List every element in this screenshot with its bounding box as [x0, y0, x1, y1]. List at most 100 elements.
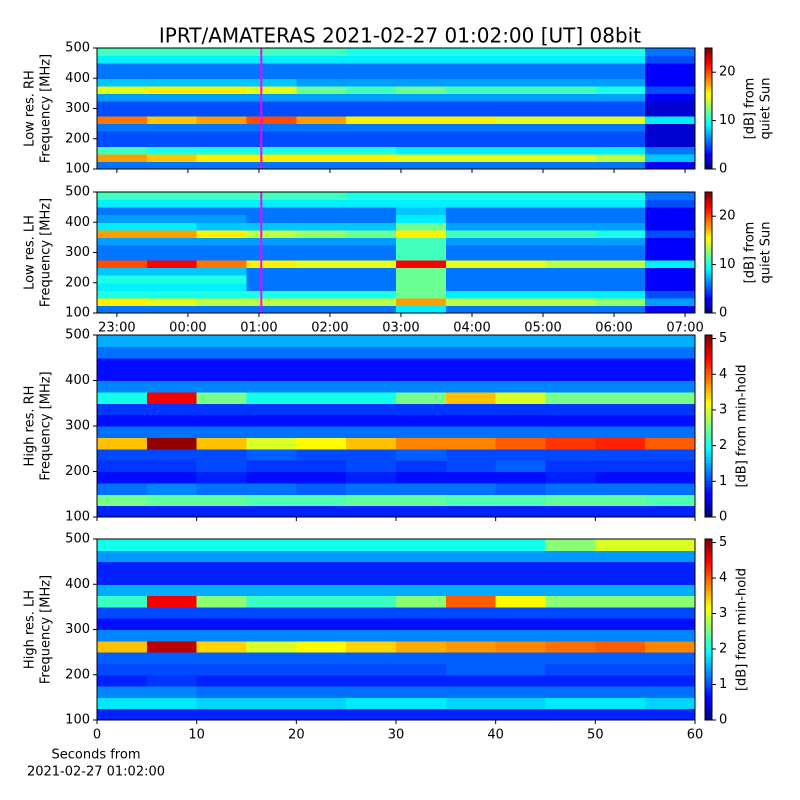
heat-cell — [545, 252, 596, 261]
heat-cell — [396, 448, 447, 461]
heat-cell — [595, 207, 646, 216]
heat-cell — [545, 146, 596, 155]
heat-cell — [346, 335, 397, 347]
heat-cell — [645, 100, 696, 109]
heat-cell — [246, 539, 297, 551]
heat-cell — [246, 260, 297, 269]
heat-cell — [396, 403, 447, 416]
heat-cell — [296, 663, 347, 676]
heat-cell — [595, 539, 646, 551]
colorbar-swatch — [705, 380, 712, 385]
heat-cell — [196, 550, 247, 563]
heat-cell — [445, 640, 497, 653]
heat-cell — [396, 426, 447, 438]
heat-cell — [146, 663, 198, 676]
heat-cell — [645, 380, 696, 393]
colorbar-swatch — [705, 276, 712, 280]
heat-cell — [645, 448, 696, 461]
heat-cell — [97, 663, 148, 676]
colorbar-swatch — [705, 435, 712, 439]
heat-cell — [196, 697, 247, 710]
heat-cell — [396, 260, 447, 269]
heat-cell — [495, 244, 546, 253]
heat-cell — [545, 55, 596, 64]
heat-cell — [146, 252, 198, 261]
heat-cell — [146, 674, 198, 687]
heat-cell — [97, 391, 148, 404]
heat-cell — [296, 282, 347, 291]
colorbar-swatch — [705, 599, 712, 603]
heat-cell — [445, 214, 497, 223]
heat-cell — [445, 380, 497, 393]
heat-cell — [595, 63, 646, 72]
heat-cell — [246, 380, 297, 393]
colorbar-swatch — [705, 426, 712, 430]
heat-cell — [545, 652, 596, 664]
heat-cell — [495, 267, 546, 276]
heat-cell — [595, 357, 646, 370]
heat-cell — [296, 426, 347, 438]
heat-cell — [595, 116, 646, 125]
heat-cell — [595, 426, 646, 438]
heat-cell — [545, 260, 596, 269]
colorbar-swatch — [705, 304, 712, 308]
colorbar-swatch — [705, 572, 712, 576]
heat-cell — [196, 369, 247, 381]
heat-cell — [545, 369, 596, 381]
heat-cell — [97, 192, 148, 201]
heat-cell — [296, 391, 347, 404]
heat-cell — [396, 93, 447, 102]
colorbar-swatch — [705, 638, 712, 643]
heat-cell — [97, 275, 148, 284]
heat-cell — [346, 85, 397, 94]
y-tick-label: 200 — [65, 667, 90, 682]
heat-cell — [396, 618, 447, 630]
heat-cell — [196, 618, 247, 630]
heat-cell — [495, 229, 546, 238]
heat-cell — [445, 93, 497, 102]
heat-cell — [296, 63, 347, 72]
heat-cell — [645, 222, 696, 231]
colorbar-swatch — [705, 605, 712, 609]
heat-cell — [146, 561, 198, 574]
y-axis-label: Frequency [MHz] — [39, 575, 54, 684]
colorbar-swatch — [705, 148, 712, 152]
heat-cell — [445, 437, 497, 450]
heat-cell — [396, 153, 447, 162]
heat-cell — [595, 471, 646, 484]
colorbar-swatch — [705, 72, 712, 75]
colorbar-swatch — [705, 302, 712, 306]
colorbar-swatch — [705, 266, 712, 270]
heat-cell — [495, 460, 546, 472]
heat-cell — [246, 686, 297, 698]
y-tick-label: 400 — [65, 577, 90, 592]
colorbar-tick-label: 2 — [719, 642, 727, 657]
heat-cell — [445, 391, 497, 404]
heat-cell — [346, 48, 397, 57]
heat-cell — [645, 214, 696, 223]
heat-cell — [595, 108, 646, 117]
heat-cell — [296, 460, 347, 472]
heat-cell — [246, 63, 297, 72]
colorbar-swatch — [705, 623, 712, 627]
heat-cell — [196, 708, 247, 721]
heat-cell — [246, 640, 297, 653]
colorbar-swatch — [705, 210, 712, 213]
heat-cell — [296, 652, 347, 664]
heat-cell — [545, 267, 596, 276]
heat-cell — [196, 426, 247, 438]
heat-cell — [645, 229, 696, 238]
heat-cell — [296, 471, 347, 484]
heat-cell — [196, 561, 247, 574]
heat-cell — [296, 260, 347, 269]
colorbar-swatch — [705, 268, 712, 272]
heat-cell — [296, 55, 347, 64]
heat-cell — [645, 505, 696, 518]
heat-cell — [396, 108, 447, 117]
heat-cell — [545, 116, 596, 125]
heat-cell — [495, 116, 546, 125]
heat-cell — [545, 305, 596, 314]
colorbar-swatch — [705, 569, 712, 573]
colorbar-swatch — [705, 374, 712, 378]
